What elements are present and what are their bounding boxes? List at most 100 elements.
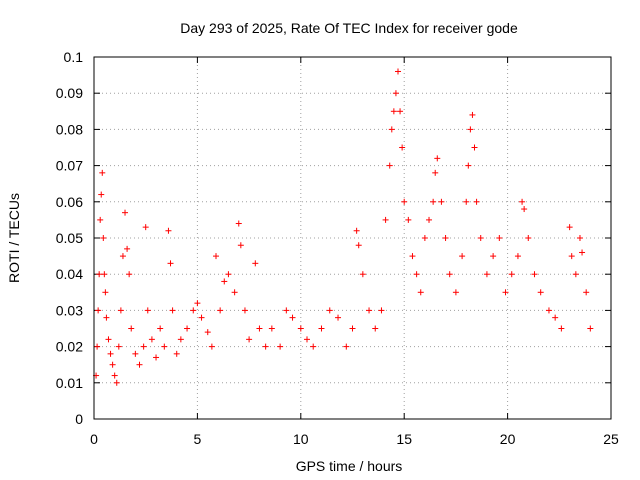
data-point [283,307,290,314]
data-point [177,336,184,343]
data-point [401,198,408,205]
data-point [514,253,521,260]
data-point [153,354,160,361]
data-point [477,235,484,241]
data-point [190,307,197,314]
data-point [471,144,478,151]
data-point [111,372,118,379]
data-point [469,111,476,118]
data-point [566,224,573,231]
data-point [124,245,131,252]
data-point [132,350,139,357]
y-tick-label: 0.06 [56,194,83,210]
data-point [115,343,122,350]
y-tick-label: 0.03 [56,302,83,318]
data-point [442,235,449,241]
data-point [169,307,176,314]
data-point [576,235,583,241]
data-point [452,289,459,296]
data-point [113,379,120,386]
data-point [531,271,538,278]
data-point [353,227,360,234]
data-point [417,289,424,296]
data-point [109,361,116,368]
data-point [94,343,101,350]
y-axis-label: ROTI / TECUs [6,193,22,283]
data-point [525,235,532,241]
data-point [463,198,470,205]
data-point [392,90,399,97]
data-point [446,271,453,278]
data-point [148,336,155,343]
data-point [397,108,404,115]
data-point [310,343,317,350]
data-point [100,235,107,241]
y-tick-label: 0.01 [56,375,83,391]
data-point [217,307,224,314]
data-point [432,169,439,176]
data-point [304,336,311,343]
y-tick-label: 0.09 [56,85,83,101]
data-point [117,307,124,314]
data-point [568,253,575,260]
data-point [405,216,412,223]
data-point [409,253,416,260]
x-tick-label: 25 [603,431,619,447]
plot-frame [93,56,612,420]
data-point [378,307,385,314]
data-point [359,271,366,278]
data-point [126,271,133,278]
data-point [537,289,544,296]
axis-ticks [93,56,612,420]
x-axis-label: GPS time / hours [296,458,403,474]
data-point [552,314,559,321]
data-point [101,271,108,278]
data-series [93,68,594,386]
data-point [140,343,147,350]
data-point [519,198,526,205]
data-point [95,307,102,314]
x-tick-label: 0 [90,431,98,447]
data-point [413,271,420,278]
data-point [97,216,104,223]
y-tick-label: 0 [75,411,83,427]
data-point [572,271,579,278]
data-point [268,325,275,332]
y-tick-label: 0.04 [56,266,83,282]
data-point [343,343,350,350]
data-point [521,206,528,213]
data-point [99,169,106,176]
y-tick-label: 0.07 [56,158,83,174]
data-point [421,235,428,241]
data-point [208,343,215,350]
x-tick-label: 20 [500,431,516,447]
grid-lines [94,57,611,419]
data-point [508,271,515,278]
data-point [372,325,379,332]
x-tick-label: 5 [194,431,202,447]
data-point [128,325,135,332]
data-point [335,314,342,321]
data-point [161,343,168,350]
data-point [194,300,201,307]
data-point [465,162,472,169]
data-point [434,155,441,162]
data-point [390,108,397,115]
data-point [198,314,205,321]
y-tick-labels: 0 0.01 0.02 0.03 0.04 0.05 0.06 0.07 0.08 0.09 0.1 [56,49,83,427]
data-point [173,350,180,357]
data-point [256,325,263,332]
data-point [394,68,401,75]
data-point [213,253,220,260]
data-point [225,271,232,278]
data-point [490,253,497,260]
data-point [583,289,590,296]
data-point [388,126,395,133]
data-point [289,314,296,321]
data-point [438,198,445,205]
data-point [237,242,244,249]
data-point [502,289,509,296]
data-point [399,144,406,151]
data-point [326,307,333,314]
